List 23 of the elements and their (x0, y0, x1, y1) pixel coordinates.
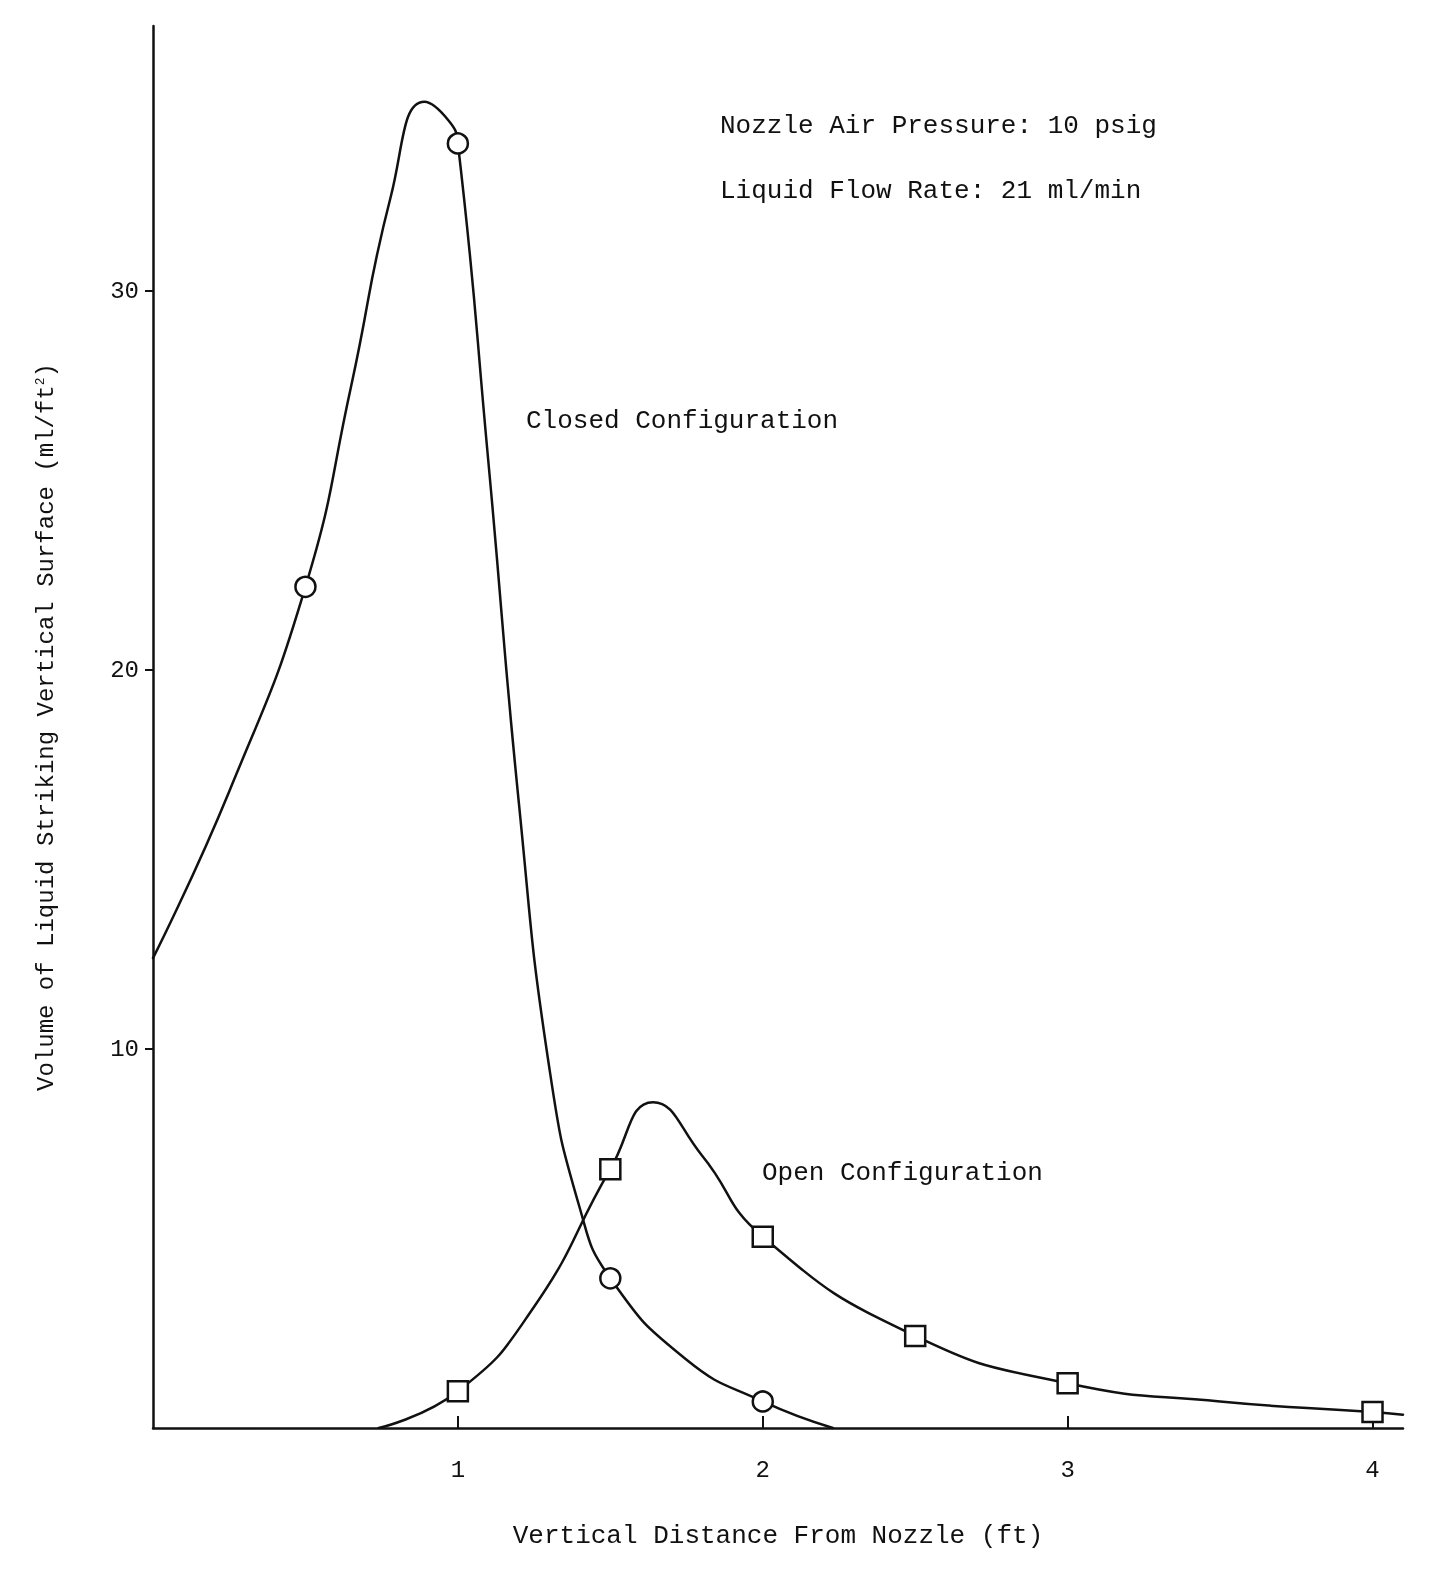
point (294, 575, 317, 599)
point (599, 1157, 622, 1181)
x-tick-label: 3 (1060, 1456, 1075, 1484)
annotation: Open Configuration (762, 1158, 1043, 1188)
annotation: Nozzle Air Pressure: 10 psig (720, 111, 1157, 141)
point (903, 1324, 927, 1348)
y-tick-label: 10 (110, 1035, 139, 1063)
point (1361, 1400, 1384, 1424)
x-tick-label: 4 (1365, 1456, 1380, 1484)
x-tick-label: 1 (450, 1456, 466, 1484)
y-tick-label: 20 (110, 656, 139, 684)
x-axis-title: Vertical Distance From Nozzle (ft) (512, 1521, 1044, 1551)
annotation: Liquid Flow Rate: 21 ml/min (720, 176, 1142, 206)
point (599, 1267, 622, 1290)
x-tick-label: 2 (755, 1456, 770, 1484)
point (1056, 1372, 1079, 1395)
point (751, 1390, 775, 1413)
point (751, 1225, 775, 1248)
y-tick-label: 30 (110, 277, 139, 305)
point (446, 132, 470, 155)
point (446, 1379, 470, 1403)
y-axis-title: Volume of Liquid Striking Vertical Surface (ml/ft2) (32, 363, 60, 1091)
annotation: Closed Configuration (526, 406, 839, 436)
